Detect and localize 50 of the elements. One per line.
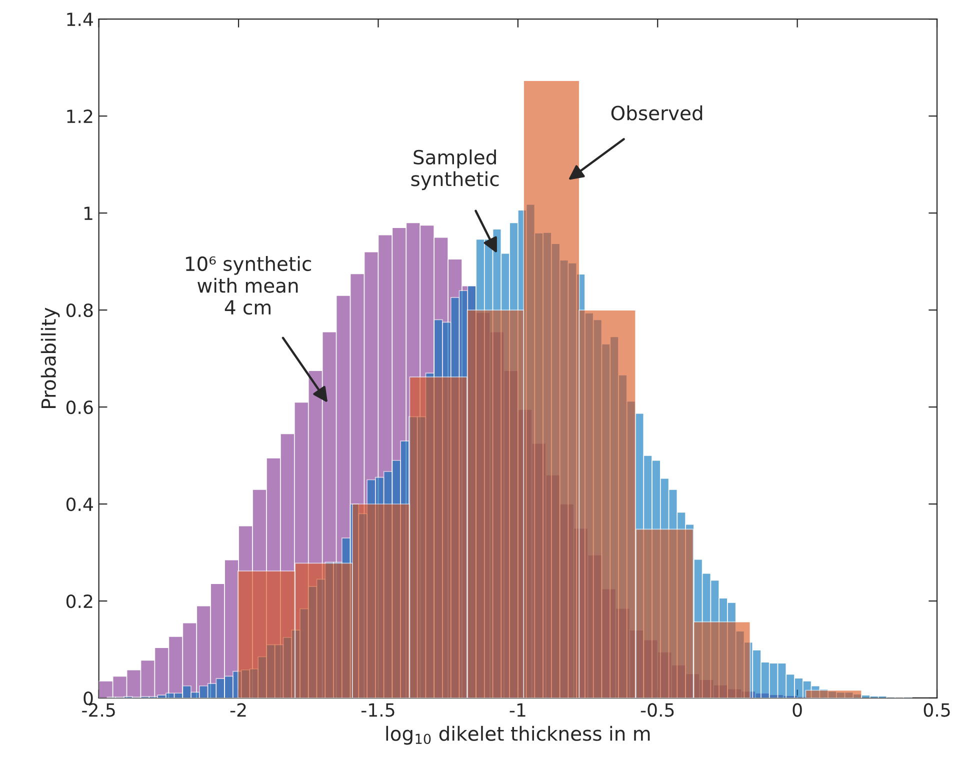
bar (237, 570, 296, 698)
x-tick-label: -0.5 (640, 703, 674, 717)
bar (157, 694, 166, 698)
bar (794, 678, 804, 698)
bar (98, 680, 114, 698)
x-tick-label: -2 (230, 703, 246, 717)
y-axis-title: Probability (40, 308, 60, 408)
bar (352, 504, 410, 698)
y-tick-label: 0.4 (66, 497, 93, 512)
bar (294, 562, 353, 698)
y-tick-label: 1.2 (67, 110, 92, 123)
annotation: Observed (611, 105, 702, 120)
annotation: 10⁶ synthetic with mean 4 cm (186, 256, 311, 315)
bar (636, 528, 694, 698)
bar (760, 662, 770, 698)
bar (409, 376, 468, 698)
bar (805, 690, 862, 698)
bar (752, 650, 762, 698)
bar (523, 80, 580, 698)
bar (786, 674, 795, 698)
y-tick-label: 0.6 (66, 400, 93, 414)
bar (140, 660, 156, 698)
x-axis-title: log$_{10}$ dikelet thickness in m (386, 726, 650, 745)
bar (578, 310, 636, 698)
bar (174, 692, 184, 698)
bar (154, 647, 170, 698)
bar (693, 621, 751, 698)
y-tick-label: 0.8 (66, 303, 93, 318)
bar (768, 662, 778, 698)
bar (112, 676, 128, 698)
x-tick-label: -2.5 (82, 703, 115, 717)
x-tick-label: -1.5 (362, 703, 394, 717)
bar (207, 683, 217, 698)
bar (182, 685, 192, 698)
x-tick-label: 0.5 (924, 703, 950, 717)
x-tick-label: -1 (510, 703, 526, 717)
y-tick-label: 1.4 (67, 12, 93, 26)
bar (165, 692, 175, 698)
bar (126, 669, 142, 698)
bar (777, 662, 787, 698)
annotation: Sampled synthetic (411, 149, 499, 190)
bar (190, 692, 200, 698)
bar (861, 694, 870, 698)
bar (224, 676, 234, 698)
y-tick-label: 0 (84, 691, 93, 706)
bar (466, 310, 524, 698)
y-tick-label: 1 (84, 206, 92, 220)
x-tick-label: 0 (792, 703, 802, 717)
bar (199, 685, 208, 698)
y-tick-label: 0.2 (66, 594, 92, 608)
